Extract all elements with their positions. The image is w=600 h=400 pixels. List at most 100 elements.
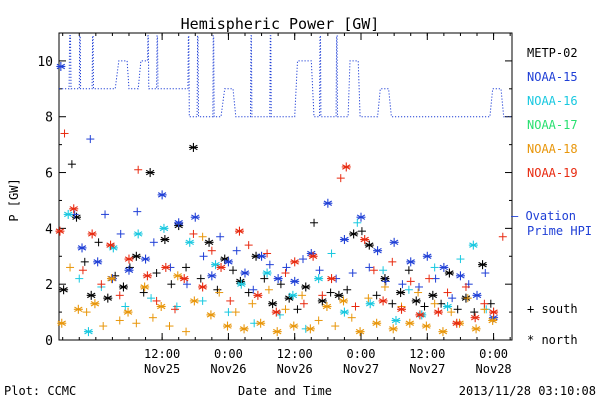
- data-point: [293, 305, 302, 314]
- data-point: [198, 296, 207, 305]
- data-point: [276, 280, 285, 289]
- data-point: [152, 296, 161, 305]
- legend-ovation-sub: Prime HPI: [527, 224, 592, 238]
- data-point: [265, 260, 274, 269]
- data-point: [223, 257, 233, 267]
- x-tick-date: Nov28: [476, 362, 512, 376]
- x-tick-time: 12:00: [277, 347, 313, 361]
- data-point: [448, 294, 457, 303]
- data-point: [240, 268, 250, 278]
- data-point: [471, 324, 481, 334]
- data-point: [99, 322, 108, 331]
- data-point: [381, 277, 390, 286]
- x-tick-time: 12:00: [409, 347, 445, 361]
- data-point: [317, 296, 327, 306]
- x-tick-date: Nov27: [409, 362, 445, 376]
- y-tick-label: 8: [45, 111, 53, 126]
- data-point: [66, 263, 75, 272]
- data-point: [364, 294, 373, 303]
- plot-frame: [58, 32, 513, 341]
- data-point: [406, 257, 416, 267]
- data-point: [118, 282, 128, 292]
- data-point: [216, 262, 226, 272]
- data-point: [428, 290, 438, 300]
- data-point: [133, 207, 142, 216]
- data-point: [405, 318, 415, 328]
- footer-source: Plot: CCMC: [4, 384, 76, 398]
- data-point: [488, 315, 498, 325]
- data-point: [353, 218, 362, 227]
- data-point: [443, 288, 452, 297]
- data-point: [83, 327, 93, 337]
- data-point: [339, 296, 349, 306]
- data-point: [239, 324, 249, 334]
- legend-entry: NOAA-19: [527, 166, 578, 180]
- data-point: [271, 307, 281, 317]
- data-point: [314, 274, 324, 284]
- data-point: [115, 316, 124, 325]
- data-point: [232, 246, 241, 255]
- data-point: [134, 165, 143, 174]
- data-point: [290, 257, 300, 267]
- legend-entry: NOAA-18: [527, 142, 578, 156]
- data-point: [439, 262, 449, 272]
- data-point: [314, 316, 323, 325]
- data-point: [75, 274, 84, 283]
- data-point: [167, 280, 176, 289]
- data-point: [327, 274, 337, 284]
- data-point: [97, 280, 106, 289]
- data-point: [196, 274, 205, 283]
- data-point: [133, 229, 143, 239]
- data-point: [57, 318, 67, 328]
- data-point: [282, 263, 291, 272]
- data-point: [93, 257, 103, 267]
- data-point: [189, 296, 199, 306]
- x-tick-time: 0:00: [347, 347, 376, 361]
- data-point: [121, 302, 130, 311]
- data-point: [308, 251, 318, 261]
- chart-title: Hemispheric Power [GW]: [181, 15, 380, 33]
- data-point: [222, 321, 232, 331]
- data-point: [69, 204, 79, 214]
- data-point: [87, 229, 97, 239]
- data-point: [298, 255, 307, 264]
- x-tick-date: Nov26: [277, 362, 313, 376]
- data-point: [145, 168, 155, 178]
- data-point: [447, 308, 456, 317]
- y-tick-label: 2: [45, 278, 53, 293]
- data-point: [86, 135, 95, 144]
- data-point: [378, 296, 388, 306]
- data-point: [262, 268, 272, 278]
- data-point: [341, 162, 351, 172]
- data-point: [334, 290, 344, 300]
- data-point: [489, 307, 499, 317]
- data-point: [444, 268, 454, 278]
- data-point: [86, 290, 96, 300]
- data-point: [331, 322, 340, 331]
- data-point: [185, 237, 195, 247]
- data-point: [165, 322, 174, 331]
- data-point: [360, 235, 370, 245]
- x-tick-time: 0:00: [479, 347, 508, 361]
- data-point: [357, 227, 366, 236]
- data-point: [290, 276, 300, 286]
- y-tick-label: 4: [45, 222, 53, 237]
- data-point: [124, 254, 134, 264]
- data-point: [443, 302, 453, 312]
- data-point: [139, 288, 148, 297]
- data-point: [198, 232, 207, 241]
- data-point: [124, 265, 134, 275]
- data-point: [281, 305, 290, 314]
- data-point: [289, 321, 299, 331]
- data-point: [226, 296, 235, 305]
- data-point: [327, 249, 336, 258]
- data-point: [481, 269, 490, 278]
- data-point: [415, 310, 425, 320]
- data-point: [152, 269, 161, 278]
- legend-entry: NOAA-15: [527, 70, 578, 84]
- data-point: [244, 288, 253, 297]
- data-point: [298, 291, 307, 300]
- data-point: [236, 279, 246, 289]
- y-axis-label: P [GW]: [7, 178, 21, 221]
